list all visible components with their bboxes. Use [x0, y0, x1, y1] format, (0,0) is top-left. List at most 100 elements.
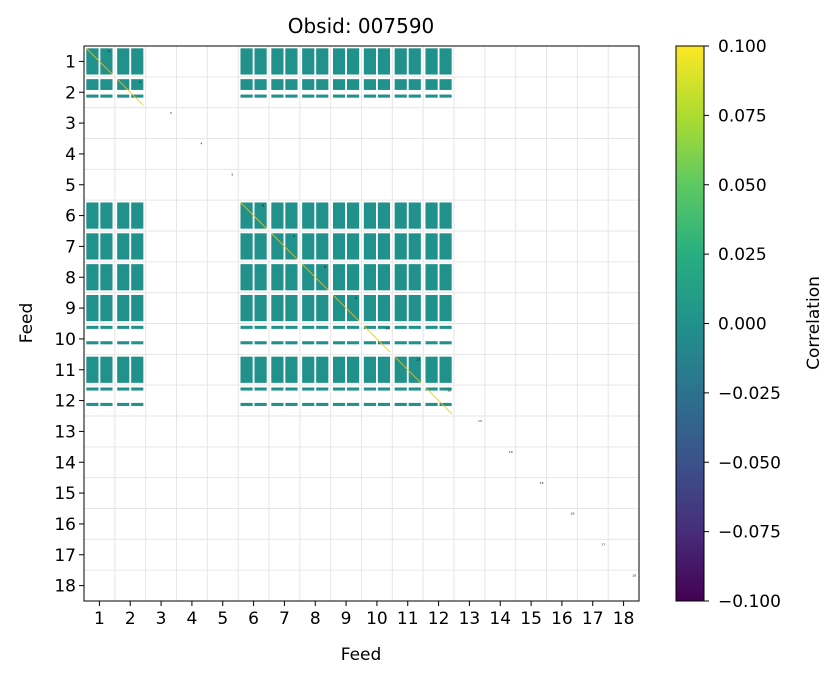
heatmap-cell: [86, 341, 99, 345]
heatmap-cell: [271, 202, 284, 229]
heatmap-cell: [285, 48, 298, 75]
colorbar-tick-label: 0.100: [718, 37, 767, 57]
x-tick-label: 5: [217, 609, 228, 629]
diagonal-line: [363, 325, 391, 353]
heatmap-cell: [394, 48, 407, 75]
heatmap-cell: [131, 48, 144, 75]
heatmap-cell: [302, 48, 315, 75]
y-tick-label: 10: [54, 330, 76, 350]
heatmap-cell: [254, 387, 267, 391]
heatmap-cell: [131, 387, 144, 391]
diagonal-feed-label: 9: [355, 296, 357, 300]
heatmap-cell: [425, 325, 438, 329]
heatmap-cell: [394, 356, 407, 383]
x-tick-label: 3: [156, 609, 167, 629]
heatmap-cell: [117, 264, 130, 291]
heatmap-cell: [240, 48, 253, 75]
heatmap-cell: [86, 387, 99, 391]
x-tick-label: 10: [366, 609, 388, 629]
heatmap-cell: [316, 79, 329, 90]
heatmap-cell: [240, 402, 253, 406]
diagonal-feed-label: 12: [447, 388, 451, 392]
colorbar-tick-label: −0.025: [718, 384, 781, 404]
x-tick-label: 4: [187, 609, 198, 629]
y-tick-label: 3: [65, 114, 76, 134]
heatmap-cell: [439, 356, 452, 383]
heatmap-cell: [425, 402, 438, 406]
heatmap-cell: [131, 202, 144, 229]
heatmap-cell: [240, 356, 253, 383]
y-tick-label: 7: [65, 237, 76, 257]
heatmap-cell: [271, 264, 284, 291]
heatmap-cell: [439, 48, 452, 75]
heatmap-cell: [316, 325, 329, 329]
heatmap-cell: [316, 94, 329, 98]
heatmap-cell: [240, 387, 253, 391]
heatmap-cell: [117, 233, 130, 260]
heatmap-cell: [425, 294, 438, 322]
heatmap-cell: [363, 233, 376, 260]
heatmap-cell: [425, 202, 438, 229]
y-tick-label: 11: [54, 361, 76, 381]
heatmap-cell: [100, 402, 113, 406]
heatmap-cell: [347, 79, 360, 90]
heatmap-cell: [240, 202, 253, 229]
heatmap-cell: [347, 94, 360, 98]
heatmap-cell: [363, 48, 376, 75]
diagonal-feed-label: 6: [262, 203, 264, 207]
colorbar-tick-label: −0.050: [718, 453, 781, 473]
heatmap-cell: [285, 294, 298, 322]
heatmap-cell: [363, 294, 376, 322]
heatmap-cell: [425, 264, 438, 291]
diagonal-feed-label: 15: [540, 481, 544, 485]
colorbar: [675, 45, 705, 602]
heatmap-cell: [254, 79, 267, 90]
heatmap-cell: [377, 402, 391, 406]
heatmap-cell: [117, 341, 130, 345]
x-axis-label: Feed: [341, 645, 382, 665]
heatmap-cell: [240, 233, 253, 260]
heatmap-cell: [271, 356, 284, 383]
heatmap-cell: [285, 233, 298, 260]
x-tick-label: 6: [248, 609, 259, 629]
heatmap-cell: [408, 48, 421, 75]
heatmap-cell: [302, 202, 315, 229]
heatmap-cell: [363, 94, 376, 98]
heatmap-cell: [131, 325, 144, 329]
x-tick-label: 1: [94, 609, 105, 629]
diagonal-line: [301, 263, 329, 291]
heatmap-cell: [408, 294, 421, 322]
y-tick-label: 13: [54, 422, 76, 442]
x-tick-label: 14: [489, 609, 511, 629]
heatmap-cell: [285, 402, 298, 406]
heatmap-cell: [302, 79, 315, 90]
x-axis-ticks: 1 2 3 4 5 6 7 8 9 10 11 12 13 14 15 16 17 18: [94, 601, 634, 629]
heatmap-cell: [408, 94, 421, 98]
y-tick-label: 4: [65, 145, 76, 165]
heatmap-cell: [100, 79, 113, 90]
colorbar-tick-label: 0.025: [718, 245, 767, 265]
heatmap-cell: [271, 233, 284, 260]
heatmap-cell: [100, 264, 113, 291]
heatmap-cell: [363, 202, 376, 229]
heatmap-cell: [332, 294, 346, 322]
heatmap-cell: [285, 202, 298, 229]
y-tick-label: 18: [54, 577, 76, 597]
heatmap-cell: [394, 94, 407, 98]
heatmap-cell: [425, 94, 438, 98]
heatmap-cell: [254, 402, 267, 406]
y-tick-label: 15: [54, 484, 76, 504]
heatmap-cell: [363, 325, 376, 329]
heatmap-cell: [439, 402, 452, 406]
x-tick-label: 18: [613, 609, 635, 629]
heatmap-cell: [100, 294, 113, 322]
heatmap-cell: [131, 264, 144, 291]
heatmap-cell: [131, 233, 144, 260]
heatmap-cell: [439, 341, 452, 345]
heatmap-cell: [271, 325, 284, 329]
heatmap-cell: [408, 387, 421, 391]
heatmap-cell: [100, 341, 113, 345]
heatmap-cell: [363, 387, 376, 391]
diagonal-feed-label: 3: [170, 111, 172, 115]
